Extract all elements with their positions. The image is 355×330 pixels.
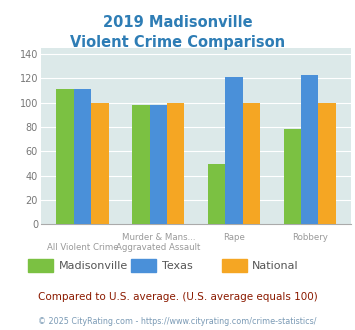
- Text: Murder & Mans...: Murder & Mans...: [121, 233, 195, 242]
- Bar: [243, 103, 260, 224]
- Text: National: National: [252, 261, 299, 271]
- Bar: [74, 89, 91, 224]
- Text: Rape: Rape: [223, 233, 245, 242]
- Text: Aggravated Assault: Aggravated Assault: [116, 243, 201, 251]
- Bar: [149, 105, 167, 224]
- Bar: [167, 103, 184, 224]
- Bar: [318, 103, 336, 224]
- Bar: [225, 77, 243, 224]
- Text: Compared to U.S. average. (U.S. average equals 100): Compared to U.S. average. (U.S. average …: [38, 292, 317, 302]
- Text: Violent Crime Comparison: Violent Crime Comparison: [70, 35, 285, 50]
- Bar: [301, 75, 318, 224]
- Text: Robbery: Robbery: [292, 233, 328, 242]
- Text: © 2025 CityRating.com - https://www.cityrating.com/crime-statistics/: © 2025 CityRating.com - https://www.city…: [38, 317, 317, 326]
- Bar: [132, 105, 149, 224]
- Bar: [56, 89, 74, 224]
- Text: 2019 Madisonville: 2019 Madisonville: [103, 15, 252, 30]
- Bar: [208, 164, 225, 224]
- Text: Texas: Texas: [162, 261, 192, 271]
- Bar: [284, 129, 301, 224]
- Text: Madisonville: Madisonville: [59, 261, 128, 271]
- Bar: [91, 103, 109, 224]
- Text: All Violent Crime: All Violent Crime: [47, 243, 118, 251]
